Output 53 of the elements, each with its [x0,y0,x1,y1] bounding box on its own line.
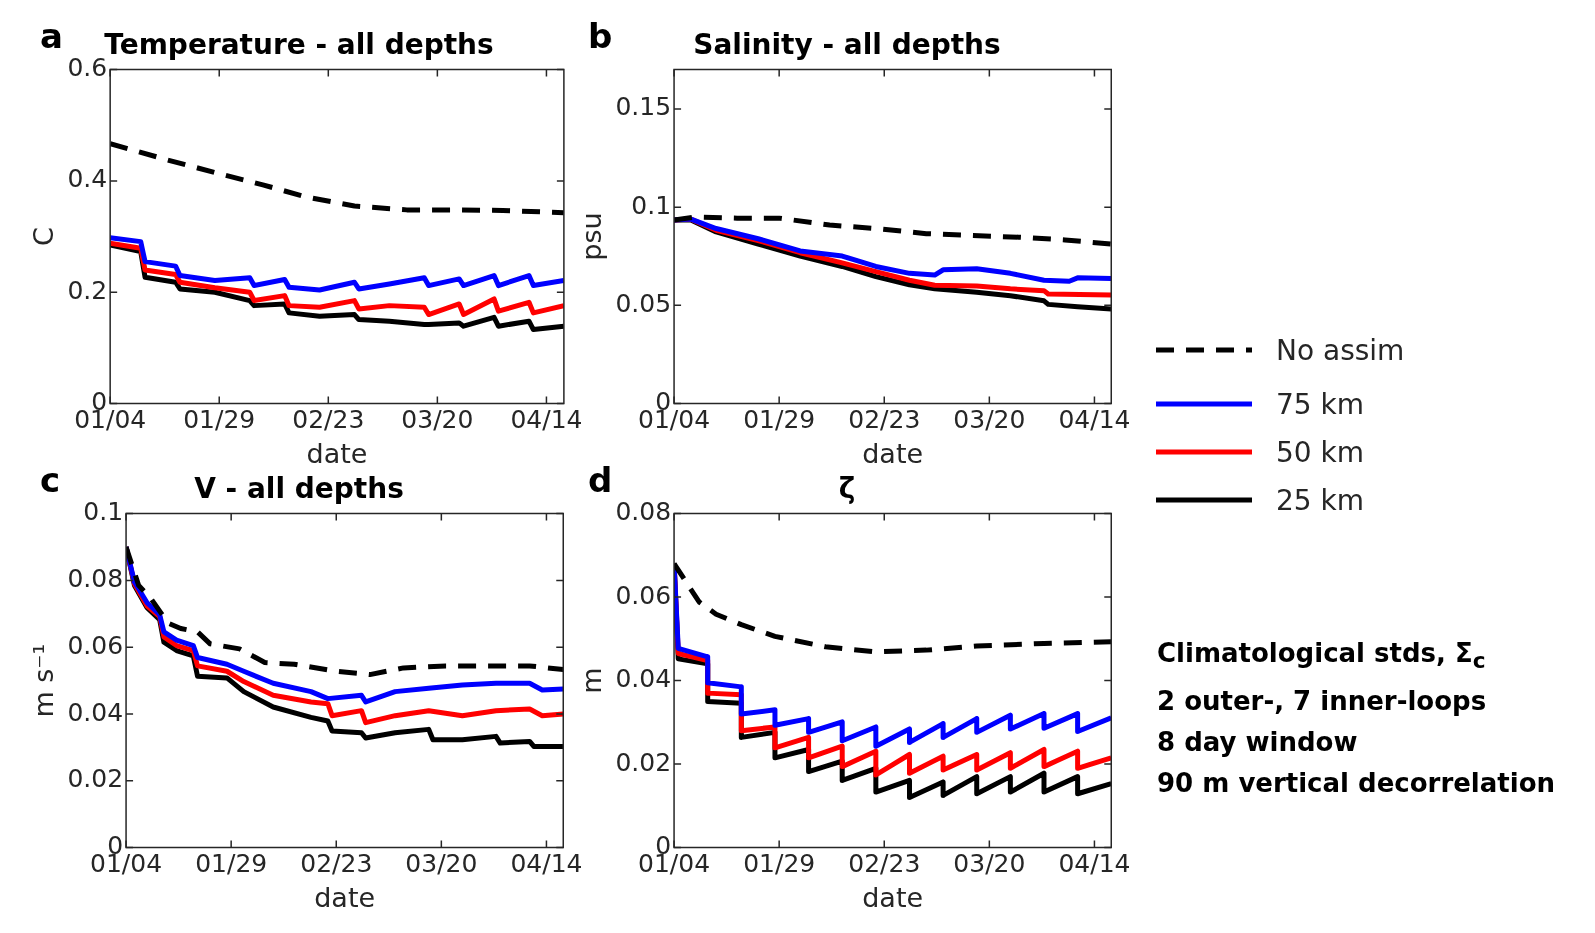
text: d [588,460,613,500]
text: a [40,16,63,56]
y-tick-label: 0.2 [67,275,108,305]
y-tick-label: 0.02 [67,764,124,794]
x-tick-label: 01/29 [743,405,816,435]
legend-label: 75 km [1276,387,1365,421]
y-axis-title: m [576,667,608,694]
legend-label: 25 km [1276,483,1365,517]
x-axis-title: date [862,881,924,913]
x-axis-title: date [862,437,924,469]
y-tick-label: 0.1 [631,190,672,220]
x-tick-label: 04/14 [510,849,583,879]
x-tick-label: 03/20 [401,405,474,435]
y-tick-label: 0.05 [615,288,672,318]
x-tick-label: 03/20 [953,849,1026,879]
y-axis-title: m s⁻¹ [28,643,60,718]
y-tick-label: 0.08 [67,563,124,593]
text: Climatological stds, Σ$_{c}$ [1157,637,1487,676]
y-axis-title: psu [576,212,608,261]
x-tick-label: 01/29 [195,849,268,879]
y-tick-label: 0.02 [615,747,672,777]
x-axis-title: date [306,437,368,469]
text: 2 outer-, 7 inner-loops [1157,685,1488,719]
legend-label: No assim [1276,333,1405,367]
text: c [40,460,61,500]
chart-title: V - all depths [194,472,404,506]
y-tick-label: 0.4 [67,164,108,194]
x-tick-label: 01/29 [743,849,816,879]
x-tick-label: 04/14 [1058,405,1131,435]
x-tick-label: 03/20 [953,405,1026,435]
x-tick-label: 02/23 [292,405,365,435]
y-tick-label: 0.06 [615,580,672,610]
y-tick-label: 0.1 [83,497,124,527]
text: b [588,16,613,56]
chart-title: Salinity - all depths [693,28,1001,62]
x-tick-label: 04/14 [510,405,583,435]
x-tick-label: 02/23 [300,849,373,879]
x-axis-title: date [314,881,376,913]
x-tick-label: 01/29 [183,405,256,435]
y-tick-label: 0.08 [615,497,672,527]
text: 8 day window [1157,726,1359,760]
y-axis-title: C [28,227,60,247]
x-tick-label: 02/23 [848,849,921,879]
y-tick-label: 0.06 [67,630,124,660]
text: 90 m vertical decorrelation [1157,767,1556,801]
legend-label: 50 km [1276,435,1365,469]
y-tick-label: 0.15 [615,92,672,122]
y-tick-label: 0.04 [67,697,124,727]
x-tick-label: 02/23 [848,405,921,435]
y-tick-label: 0.04 [615,664,672,694]
chart-title: ζ [838,472,856,506]
x-tick-label: 04/14 [1058,849,1131,879]
x-tick-label: 03/20 [405,849,478,879]
